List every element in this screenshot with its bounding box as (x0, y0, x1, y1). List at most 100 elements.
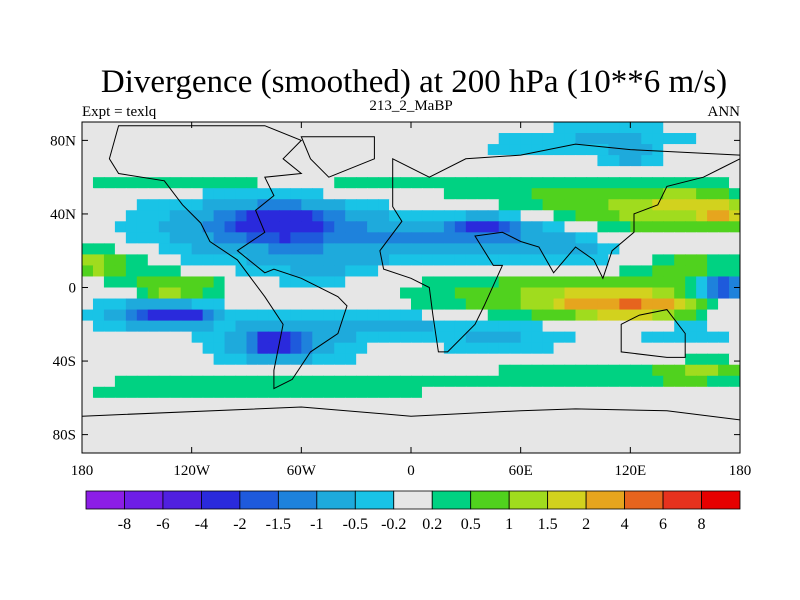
field-cell (674, 188, 686, 200)
field-cell (465, 397, 478, 410)
field-cell (531, 276, 544, 289)
field-cell (641, 243, 653, 255)
field-cell (542, 287, 555, 300)
field-cell (136, 166, 149, 178)
field-cell (531, 243, 544, 255)
field-cell (246, 210, 259, 222)
field-cell (345, 188, 357, 200)
field-cell (389, 243, 401, 255)
field-cell (136, 133, 149, 145)
field-cell (389, 232, 401, 244)
field-cell (312, 133, 324, 145)
field-cell (257, 199, 270, 211)
field-cell (290, 287, 302, 300)
field-cell (597, 397, 609, 410)
field-cell (707, 287, 719, 300)
field-cell (718, 375, 730, 388)
field-cell (520, 188, 533, 200)
field-cell (158, 144, 171, 156)
field-cell (169, 419, 182, 432)
field-cell (575, 408, 588, 421)
field-cell (498, 342, 511, 355)
field-cell (674, 364, 686, 377)
field-cell (707, 320, 719, 333)
field-cell (520, 122, 533, 134)
field-cell (608, 320, 620, 333)
field-cell (652, 397, 664, 410)
field-cell (476, 221, 489, 233)
field-cell (630, 375, 642, 388)
field-cell (323, 353, 335, 366)
field-cell (707, 133, 719, 145)
field-cell (630, 309, 642, 322)
field-cell (630, 177, 642, 189)
field-cell (411, 254, 423, 267)
field-cell (707, 331, 719, 344)
field-cell (191, 166, 204, 178)
field-cell (553, 364, 566, 377)
field-cell (553, 221, 566, 233)
field-cell (125, 408, 138, 421)
field-cell (509, 320, 522, 333)
field-cell (685, 364, 697, 377)
field-cell (169, 287, 182, 300)
field-cell (487, 254, 500, 267)
field-cell (213, 408, 226, 421)
field-cell (257, 254, 270, 267)
field-cell (235, 166, 248, 178)
field-cell (246, 375, 259, 388)
field-cell (323, 342, 335, 355)
field-cell (378, 364, 390, 377)
field-cell (641, 254, 653, 267)
field-cell (400, 375, 412, 388)
contour-field (82, 122, 740, 453)
field-cell (718, 122, 730, 134)
field-cell (531, 342, 544, 355)
field-cell (290, 298, 302, 311)
field-cell (224, 254, 237, 267)
field-cell (400, 133, 412, 145)
field-cell (432, 210, 445, 222)
field-cell (136, 276, 149, 289)
field-cell (114, 199, 127, 211)
field-cell (257, 122, 270, 134)
field-cell (542, 441, 555, 453)
field-cell (531, 221, 544, 233)
field-cell (421, 243, 434, 255)
field-cell (345, 221, 357, 233)
field-cell (323, 408, 335, 421)
field-cell (367, 298, 379, 311)
field-cell (553, 430, 566, 443)
field-cell (696, 254, 708, 267)
field-cell (630, 430, 642, 443)
field-cell (356, 419, 368, 432)
field-cell (641, 419, 653, 432)
field-cell (290, 386, 302, 399)
field-cell (356, 199, 368, 211)
field-cell (729, 430, 740, 443)
field-cell (246, 320, 259, 333)
field-cell (663, 441, 675, 453)
field-cell (432, 309, 445, 322)
field-cell (224, 375, 237, 388)
field-cell (597, 353, 609, 366)
field-cell (465, 155, 478, 167)
field-cell (663, 265, 675, 278)
field-cell (674, 232, 686, 244)
field-cell (465, 309, 478, 322)
field-cell (125, 133, 138, 145)
field-cell (147, 342, 160, 355)
field-cell (367, 430, 379, 443)
field-cell (685, 298, 697, 311)
field-cell (630, 364, 642, 377)
field-cell (498, 144, 511, 156)
field-cell (213, 221, 226, 233)
field-cell (400, 419, 412, 432)
field-cell (652, 144, 664, 156)
field-cell (685, 276, 697, 289)
field-cell (421, 408, 434, 421)
field-cell (476, 408, 489, 421)
field-cell (597, 155, 609, 167)
field-cell (542, 265, 555, 278)
field-cell (323, 430, 335, 443)
